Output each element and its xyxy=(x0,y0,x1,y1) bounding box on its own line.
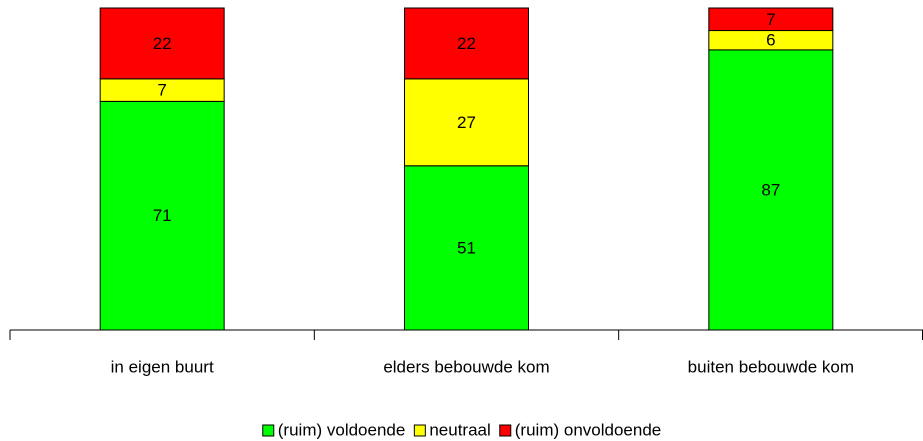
bar-segment xyxy=(404,7,529,80)
data-label: 7 xyxy=(157,81,166,100)
data-label: 27 xyxy=(457,113,476,132)
legend-swatch xyxy=(262,424,275,437)
legend-label: (ruim) onvoldoende xyxy=(515,420,661,439)
bar-segment xyxy=(99,7,225,80)
bar-segment xyxy=(708,49,834,331)
data-label: 6 xyxy=(766,31,775,50)
bar-segment xyxy=(404,165,529,331)
legend-label: (ruim) voldoende xyxy=(278,420,406,439)
data-label: 71 xyxy=(153,206,172,225)
legend-swatch xyxy=(499,424,512,437)
legend-swatch xyxy=(413,424,426,437)
data-label: 22 xyxy=(457,34,476,53)
bar-segment xyxy=(99,100,225,331)
data-label: 7 xyxy=(766,10,775,29)
data-label: 51 xyxy=(457,238,476,257)
x-tick-label: elders bebouwde kom xyxy=(383,357,549,376)
x-tick-label: buiten bebouwde kom xyxy=(688,357,854,376)
legend-label: neutraal xyxy=(429,420,490,439)
bar-segment xyxy=(404,78,529,167)
data-label: 87 xyxy=(761,180,780,199)
x-tick-label: in eigen buurt xyxy=(111,357,214,376)
data-label: 22 xyxy=(153,34,172,53)
bar-segment xyxy=(708,7,834,32)
